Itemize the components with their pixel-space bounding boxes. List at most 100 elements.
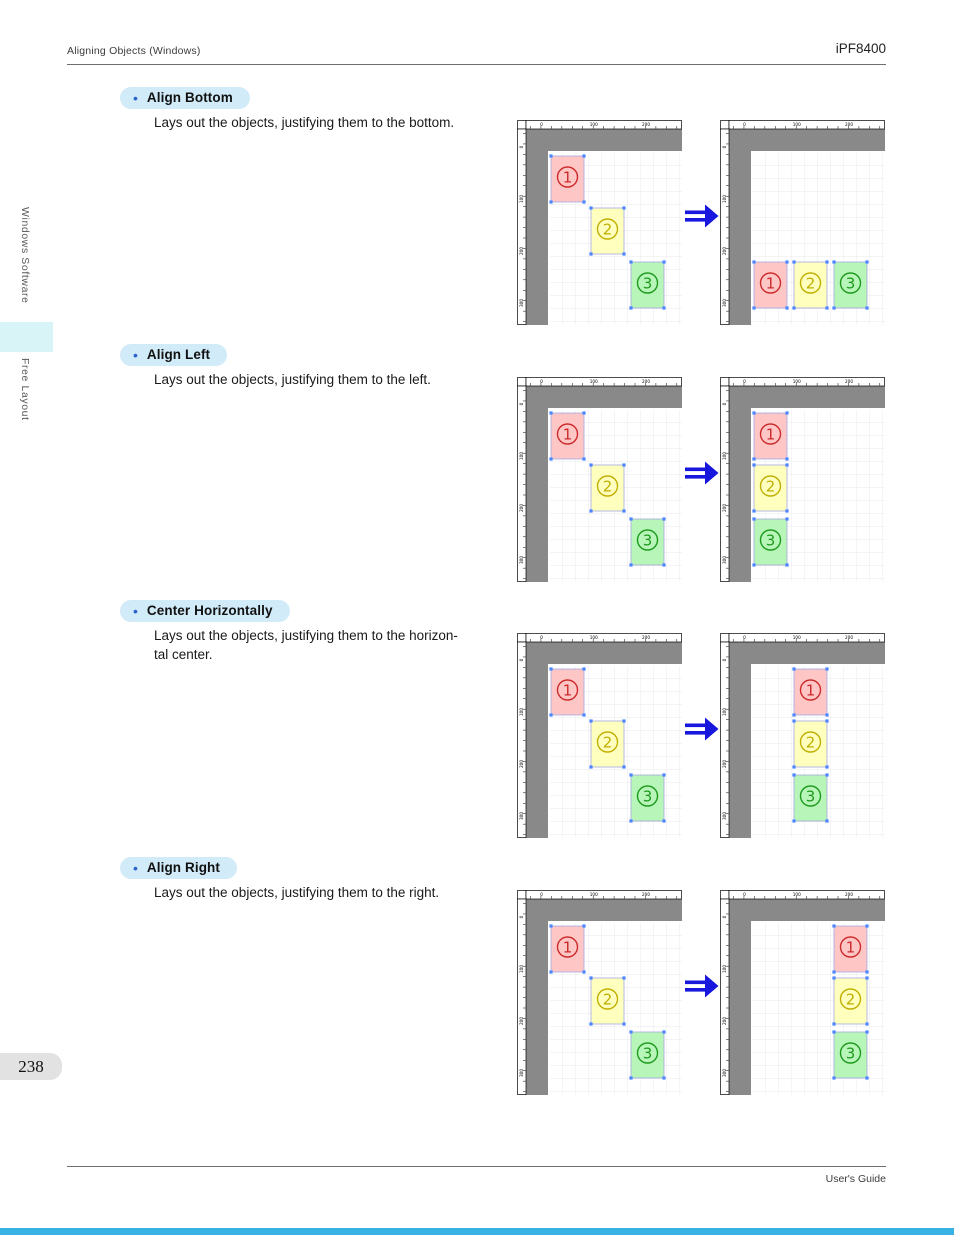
- section-description: Lays out the objects, justifying them to…: [154, 113, 454, 132]
- svg-text:1: 1: [806, 681, 816, 699]
- svg-text:200: 200: [845, 635, 853, 640]
- layout-before-panel: 0 100 200 0 100 200 300 1 2 3: [517, 120, 682, 325]
- section-align-left: • Align Left Lays out the objects, justi…: [0, 344, 954, 584]
- alignment-figure: 0 100 200 0 100 200 300 1 2 3 0 100 200 0 100 200 300 1 2…: [517, 377, 885, 582]
- layout-object-3: 3: [629, 517, 666, 567]
- layout-object-1: 1: [549, 667, 586, 717]
- alignment-figure: 0 100 200 0 100 200 300 1 2 3 0 100 200 0 100 200 300 1 2…: [517, 633, 885, 838]
- svg-text:300: 300: [722, 812, 727, 820]
- svg-text:0: 0: [519, 402, 524, 405]
- layout-before-panel: 0 100 200 0 100 200 300 1 2 3: [517, 377, 682, 582]
- svg-text:200: 200: [845, 892, 853, 897]
- svg-text:300: 300: [722, 556, 727, 564]
- svg-text:100: 100: [722, 965, 727, 973]
- svg-text:200: 200: [845, 122, 853, 127]
- section-description: Lays out the objects, justifying them to…: [154, 626, 458, 664]
- svg-text:0: 0: [743, 122, 746, 127]
- layout-object-1: 1: [549, 924, 586, 974]
- mini-canvas-after_left: 0 100 200 0 100 200 300 1 2 3: [720, 377, 885, 582]
- svg-text:1: 1: [563, 168, 573, 186]
- svg-text:100: 100: [722, 452, 727, 460]
- svg-text:200: 200: [722, 1017, 727, 1025]
- mini-canvas-before: 0 100 200 0 100 200 300 1 2 3: [517, 120, 682, 325]
- sidebar-active-tab: [0, 322, 53, 352]
- svg-text:100: 100: [793, 892, 801, 897]
- svg-text:0: 0: [722, 145, 727, 148]
- mini-canvas-before: 0 100 200 0 100 200 300 1 2 3: [517, 890, 682, 1095]
- svg-text:100: 100: [793, 635, 801, 640]
- svg-text:100: 100: [519, 195, 524, 203]
- sidebar-chapter-label: Windows Software: [19, 207, 31, 304]
- alignment-figure: 0 100 200 0 100 200 300 1 2 3 0 100 200 0 100 200 300 1 2…: [517, 120, 885, 325]
- section-align-right: • Align Right Lays out the objects, just…: [0, 857, 954, 1097]
- svg-text:1: 1: [563, 425, 573, 443]
- svg-text:0: 0: [540, 379, 543, 384]
- footer-label: User's Guide: [825, 1173, 886, 1185]
- svg-text:3: 3: [846, 1044, 856, 1062]
- svg-text:300: 300: [519, 812, 524, 820]
- layout-object-3: 3: [629, 1030, 666, 1080]
- layout-before-panel: 0 100 200 0 100 200 300 1 2 3: [517, 633, 682, 838]
- svg-text:0: 0: [540, 892, 543, 897]
- svg-text:200: 200: [845, 379, 853, 384]
- section-align-bottom: • Align Bottom Lays out the objects, jus…: [0, 87, 954, 327]
- svg-text:100: 100: [590, 122, 598, 127]
- layout-object-1: 1: [832, 924, 869, 974]
- svg-text:200: 200: [722, 504, 727, 512]
- svg-text:200: 200: [642, 635, 650, 640]
- layout-object-3: 3: [832, 260, 869, 310]
- layout-after-panel: 0 100 200 0 100 200 300 1 2 3: [720, 890, 885, 1095]
- svg-text:3: 3: [643, 274, 653, 292]
- svg-text:200: 200: [722, 247, 727, 255]
- layout-object-1: 1: [549, 154, 586, 204]
- layout-object-3: 3: [832, 1030, 869, 1080]
- mini-canvas-after_bottom: 0 100 200 0 100 200 300 1 2 3: [720, 120, 885, 325]
- svg-text:100: 100: [519, 708, 524, 716]
- svg-text:2: 2: [846, 990, 856, 1008]
- svg-text:2: 2: [603, 990, 613, 1008]
- mini-canvas-after_right: 0 100 200 0 100 200 300 1 2 3: [720, 890, 885, 1095]
- svg-text:200: 200: [722, 760, 727, 768]
- svg-text:0: 0: [722, 658, 727, 661]
- svg-text:2: 2: [806, 733, 816, 751]
- svg-text:1: 1: [846, 938, 856, 956]
- sidebar-section-label: Free Layout: [19, 358, 31, 421]
- svg-text:2: 2: [766, 477, 776, 495]
- header-rule: [67, 64, 886, 65]
- svg-text:100: 100: [519, 452, 524, 460]
- svg-text:3: 3: [806, 787, 816, 805]
- section-heading: • Align Left: [120, 344, 228, 366]
- svg-text:200: 200: [519, 1017, 524, 1025]
- layout-object-3: 3: [629, 773, 666, 823]
- bullet-icon: •: [133, 89, 138, 106]
- mini-canvas-after_center_h: 0 100 200 0 100 200 300 1 2 3: [720, 633, 885, 838]
- svg-text:300: 300: [519, 556, 524, 564]
- description-line: Lays out the objects, justifying them to…: [154, 885, 440, 900]
- transform-arrow-icon: [685, 715, 719, 743]
- svg-text:300: 300: [722, 299, 727, 307]
- section-title: Align Left: [146, 347, 211, 362]
- svg-text:100: 100: [590, 635, 598, 640]
- svg-text:100: 100: [590, 892, 598, 897]
- svg-text:2: 2: [603, 733, 613, 751]
- svg-text:1: 1: [766, 425, 776, 443]
- layout-object-1: 1: [792, 667, 829, 717]
- page-edge-accent-bar: [0, 1228, 954, 1235]
- alignment-figure: 0 100 200 0 100 200 300 1 2 3 0 100 200 0 100 200 300 1 2…: [517, 890, 885, 1095]
- svg-text:3: 3: [846, 274, 856, 292]
- layout-object-3: 3: [629, 260, 666, 310]
- layout-after-panel: 0 100 200 0 100 200 300 1 2 3: [720, 120, 885, 325]
- description-line: Lays out the objects, justifying them to…: [154, 628, 458, 643]
- svg-text:3: 3: [643, 531, 653, 549]
- layout-object-2: 2: [832, 976, 869, 1026]
- svg-text:300: 300: [519, 299, 524, 307]
- svg-text:0: 0: [519, 658, 524, 661]
- svg-text:0: 0: [743, 635, 746, 640]
- transform-arrow-icon: [685, 202, 719, 230]
- description-line: Lays out the objects, justifying them to…: [154, 115, 455, 130]
- svg-text:300: 300: [519, 1069, 524, 1077]
- layout-object-2: 2: [752, 463, 789, 513]
- svg-text:3: 3: [643, 1044, 653, 1062]
- layout-after-panel: 0 100 200 0 100 200 300 1 2 3: [720, 633, 885, 838]
- svg-text:0: 0: [722, 915, 727, 918]
